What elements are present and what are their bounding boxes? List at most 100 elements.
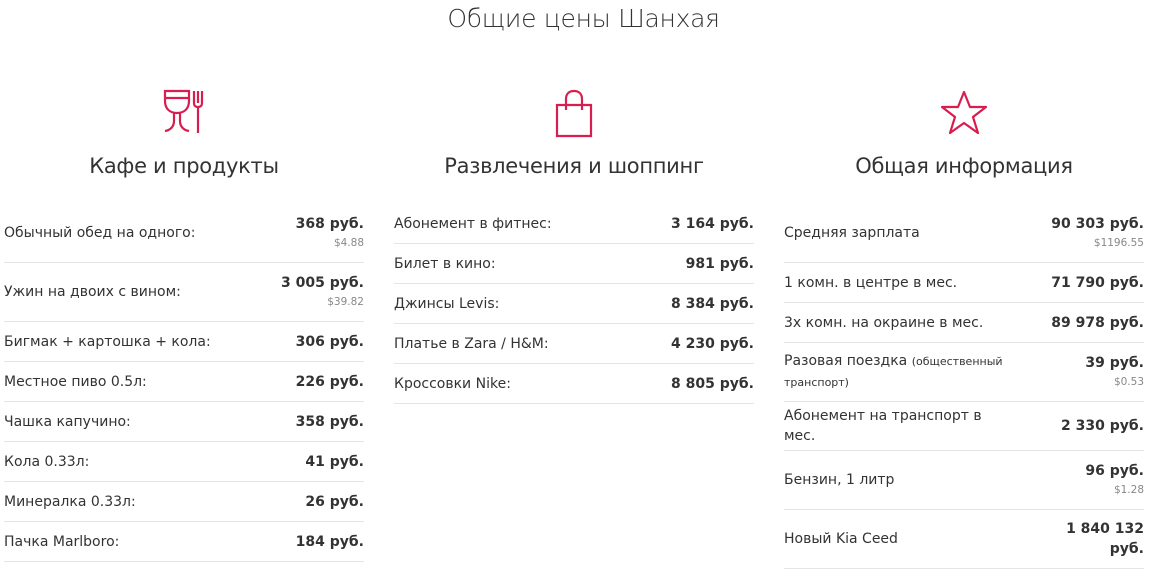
price-row: Ужин на двоих с вином: 3 005 руб. $39.82 bbox=[4, 263, 364, 322]
item-price: 226 руб. bbox=[295, 373, 364, 390]
item-price-block: 306 руб. bbox=[296, 332, 364, 352]
star-icon bbox=[784, 88, 1144, 140]
item-price-block: 89 978 руб. bbox=[1051, 313, 1144, 333]
price-row: Платье в Zara / H&M: 4 230 руб. bbox=[394, 324, 754, 364]
item-label: Платье в Zara / H&M: bbox=[394, 334, 549, 354]
item-price-usd: $39.82 bbox=[327, 296, 364, 308]
price-row: Абонемент в фитнес: 3 164 руб. bbox=[394, 204, 754, 244]
item-name: 1 комн. в центре в мес. bbox=[784, 274, 958, 291]
item-price-block: 96 руб. $1.28 bbox=[1085, 461, 1144, 499]
item-name: Новый Kia Ceed bbox=[784, 531, 898, 547]
price-row: 1 комн. в центре в мес. 71 790 руб. bbox=[784, 263, 1144, 303]
item-name: Бигмак + картошка + кола: bbox=[4, 333, 211, 350]
price-row: Кола 0.33л: 41 руб. bbox=[4, 442, 364, 482]
item-price-block: 90 303 руб. $1196.55 bbox=[1051, 214, 1144, 252]
item-price-block: 3 164 руб. bbox=[671, 214, 754, 234]
item-price: 981 руб. bbox=[685, 255, 754, 272]
item-price: 26 руб. bbox=[305, 493, 364, 510]
item-name: Местное пиво 0.5л: bbox=[4, 373, 147, 390]
price-row: Пачка Marlboro: 184 руб. bbox=[4, 522, 364, 562]
column-heading: Общая информация bbox=[855, 154, 1073, 178]
item-name: Средняя зарплата bbox=[784, 225, 920, 241]
column-entertainment: Развлечения и шоппинг Абонемент в фитнес… bbox=[394, 88, 754, 404]
item-label: Абонемент в фитнес: bbox=[394, 214, 552, 234]
column-heading: Развлечения и шоппинг bbox=[444, 154, 704, 178]
item-price: 184 руб. bbox=[295, 533, 364, 550]
item-label: 3х комн. на окраине в мес. bbox=[784, 313, 983, 333]
item-name: Разовая поездка bbox=[784, 353, 908, 369]
column-general: Общая информация Средняя зарплата 90 303 … bbox=[784, 88, 1144, 569]
item-name: Обычный обед на одного: bbox=[4, 225, 196, 241]
item-price-block: 184 руб. bbox=[296, 532, 364, 552]
item-name: Кола 0.33л: bbox=[4, 453, 90, 470]
item-price: 89 978 руб. bbox=[1051, 314, 1144, 331]
price-list: Абонемент в фитнес: 3 164 руб. Билет в кин… bbox=[394, 204, 754, 404]
wine-glass-fork-icon bbox=[4, 88, 364, 140]
item-name: Минералка 0.33л: bbox=[4, 493, 136, 510]
item-price-usd: $0.53 bbox=[1113, 376, 1144, 388]
page-title: Общие цены Шанхая bbox=[447, 4, 720, 33]
price-row: Джинсы Levis: 8 384 руб. bbox=[394, 284, 754, 324]
item-price: 1 840 132 руб. bbox=[1066, 521, 1144, 557]
price-row: Абонемент на транспорт в мес. 2 330 руб. bbox=[784, 402, 1144, 451]
item-price-block: 39 руб. $0.53 bbox=[1085, 353, 1144, 391]
item-price-block: 71 790 руб. bbox=[1051, 273, 1144, 293]
item-name: Ужин на двоих с вином: bbox=[4, 284, 181, 300]
price-row: Бигмак + картошка + кола: 306 руб. bbox=[4, 322, 364, 362]
price-list: Средняя зарплата 90 303 руб. $1196.55 1 ком… bbox=[784, 204, 1144, 569]
item-label: Пачка Marlboro: bbox=[4, 532, 119, 552]
item-label: Средняя зарплата bbox=[784, 223, 920, 243]
item-label: 1 комн. в центре в мес. bbox=[784, 273, 957, 293]
item-price: 368 руб. bbox=[295, 216, 364, 232]
item-label: Минералка 0.33л: bbox=[4, 492, 136, 512]
price-row: Новый Kia Ceed 1 840 132 руб. bbox=[784, 510, 1144, 569]
item-price: 71 790 руб. bbox=[1051, 274, 1144, 291]
item-price-block: 8 805 руб. bbox=[671, 374, 754, 394]
item-label: Бигмак + картошка + кола: bbox=[4, 332, 211, 352]
item-price-block: 2 330 руб. bbox=[1061, 416, 1144, 436]
item-label: Абонемент на транспорт в мес. bbox=[784, 406, 1014, 446]
item-price-usd: $4.88 bbox=[333, 237, 364, 249]
item-price: 8 805 руб. bbox=[671, 375, 754, 392]
item-price-block: 981 руб. bbox=[686, 254, 754, 274]
item-name: Джинсы Levis: bbox=[394, 295, 500, 312]
item-price: 3 164 руб. bbox=[671, 215, 754, 232]
item-price-block: 41 руб. bbox=[305, 452, 364, 472]
price-row: 3х комн. на окраине в мес. 89 978 руб. bbox=[784, 303, 1144, 343]
item-name: Билет в кино: bbox=[394, 255, 496, 272]
item-label: Билет в кино: bbox=[394, 254, 496, 274]
column-cafe: Кафе и продукты Обычный обед на одного: 3… bbox=[4, 88, 364, 562]
item-note: (общественный транспорт) bbox=[784, 355, 1003, 389]
price-row: Местное пиво 0.5л: 226 руб. bbox=[4, 362, 364, 402]
item-name: Абонемент в фитнес: bbox=[394, 215, 552, 232]
item-price-block: 368 руб. $4.88 bbox=[296, 214, 364, 252]
item-price-usd: $1.28 bbox=[1113, 484, 1144, 496]
column-heading: Кафе и продукты bbox=[89, 154, 279, 178]
item-name: Кроссовки Nike: bbox=[394, 375, 511, 392]
item-label: Новый Kia Ceed bbox=[784, 529, 898, 549]
item-label: Бензин, 1 литр bbox=[784, 470, 894, 490]
price-row: Чашка капучино: 358 руб. bbox=[4, 402, 364, 442]
item-price: 306 руб. bbox=[295, 333, 364, 350]
item-price-block: 1 840 132 руб. bbox=[1034, 519, 1144, 559]
item-label: Обычный обед на одного: bbox=[4, 223, 195, 243]
shopping-bag-icon bbox=[394, 88, 754, 140]
item-price: 96 руб. bbox=[1085, 463, 1144, 479]
item-label: Джинсы Levis: bbox=[394, 294, 499, 314]
price-row: Средняя зарплата 90 303 руб. $1196.55 bbox=[784, 204, 1144, 263]
item-price-block: 358 руб. bbox=[296, 412, 364, 432]
item-price-block: 4 230 руб. bbox=[671, 334, 754, 354]
price-row: Разовая поездка (общественный транспорт)… bbox=[784, 343, 1144, 402]
item-name: Чашка капучино: bbox=[4, 413, 131, 430]
item-price-usd: $1196.55 bbox=[1093, 237, 1144, 249]
item-label: Кроссовки Nike: bbox=[394, 374, 511, 394]
item-label: Кола 0.33л: bbox=[4, 452, 89, 472]
item-label: Ужин на двоих с вином: bbox=[4, 282, 181, 302]
item-price: 4 230 руб. bbox=[671, 335, 754, 352]
item-name: Платье в Zara / H&M: bbox=[394, 335, 549, 352]
item-price: 8 384 руб. bbox=[671, 295, 754, 312]
item-name: 3х комн. на окраине в мес. bbox=[784, 314, 984, 331]
price-list: Обычный обед на одного: 368 руб. $4.88 Ужин… bbox=[4, 204, 364, 562]
price-row: Бензин, 1 литр 96 руб. $1.28 bbox=[784, 451, 1144, 510]
price-row: Обычный обед на одного: 368 руб. $4.88 bbox=[4, 204, 364, 263]
